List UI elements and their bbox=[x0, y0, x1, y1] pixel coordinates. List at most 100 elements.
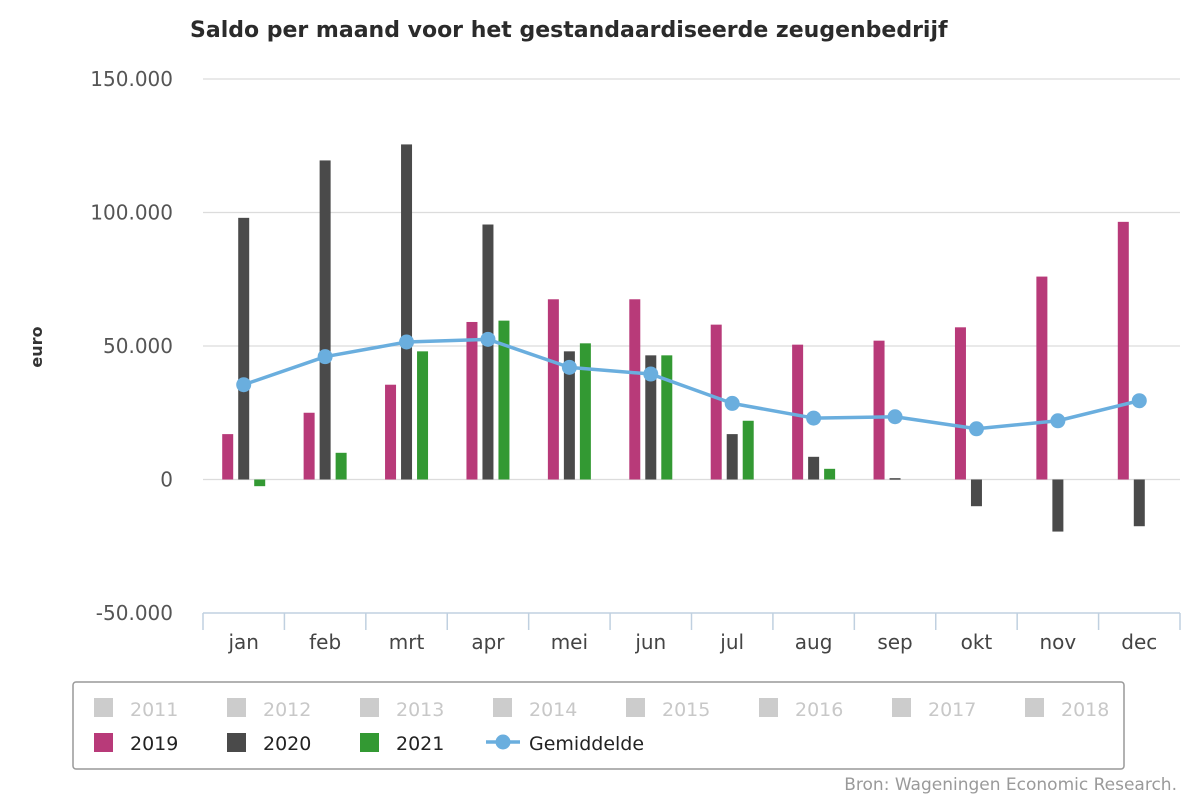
bar-2019-aug bbox=[792, 344, 804, 480]
legend-item-2013[interactable]: 2013 bbox=[360, 698, 444, 721]
bar-2019-mei bbox=[547, 299, 559, 480]
bar-2021-jul bbox=[742, 420, 754, 480]
y-axis-ticks: 150.000 100.000 50.000 0 -50.000 bbox=[90, 67, 173, 625]
legend-swatch bbox=[360, 733, 379, 752]
y-tick-label: 50.000 bbox=[103, 334, 173, 358]
legend-item-2017[interactable]: 2017 bbox=[892, 698, 976, 721]
bar-2019-dec bbox=[1117, 221, 1129, 480]
y-tick-label: 0 bbox=[160, 468, 173, 492]
legend-swatch bbox=[493, 698, 512, 717]
legend-label: 2021 bbox=[396, 733, 444, 755]
bar-2020-okt bbox=[970, 479, 982, 507]
legend-swatch bbox=[892, 698, 911, 717]
bar-2021-mrt bbox=[417, 351, 429, 480]
legend-swatch bbox=[94, 733, 113, 752]
x-tick-label: apr bbox=[471, 630, 505, 654]
legend-swatch bbox=[759, 698, 778, 717]
bar-2019-jul bbox=[710, 324, 722, 480]
grid-lines bbox=[203, 78, 1180, 481]
bar-2019-okt bbox=[954, 327, 966, 480]
legend-swatch bbox=[227, 698, 246, 717]
legend-label: 2017 bbox=[928, 699, 976, 721]
point-Gemiddelde-dec bbox=[1131, 393, 1147, 409]
bar-2020-sep bbox=[889, 478, 901, 480]
point-Gemiddelde-jul bbox=[724, 395, 740, 411]
bar-2019-mrt bbox=[385, 384, 397, 480]
point-Gemiddelde-okt bbox=[968, 421, 984, 437]
bar-2020-jul bbox=[726, 434, 738, 480]
legend-label: 2016 bbox=[795, 699, 843, 721]
x-axis: jan feb mrt apr mei jun jul aug sep okt nov dec bbox=[202, 612, 1181, 654]
bar-2019-jan bbox=[222, 434, 234, 480]
legend-item-2012[interactable]: 2012 bbox=[227, 698, 311, 721]
x-tick-label: dec bbox=[1121, 630, 1157, 654]
legend-label: 2015 bbox=[662, 699, 710, 721]
bar-2019-nov bbox=[1036, 276, 1048, 480]
point-Gemiddelde-feb bbox=[317, 349, 333, 365]
bar-2021-apr bbox=[498, 320, 510, 480]
legend-swatch bbox=[360, 698, 379, 717]
legend-marker bbox=[495, 734, 511, 750]
legend-label: Gemiddelde bbox=[529, 733, 644, 755]
bar-2021-jun bbox=[661, 355, 673, 480]
bar-2019-jun bbox=[629, 299, 641, 480]
legend-label: 2020 bbox=[263, 733, 311, 755]
legend-item-2018[interactable]: 2018 bbox=[1025, 698, 1109, 721]
source-note: Bron: Wageningen Economic Research. bbox=[844, 775, 1177, 795]
legend-swatch bbox=[1025, 698, 1044, 717]
bar-2020-feb bbox=[319, 160, 331, 480]
x-tick-label: jul bbox=[719, 630, 744, 654]
legend-label: 2019 bbox=[130, 733, 178, 755]
point-Gemiddelde-aug bbox=[806, 410, 822, 426]
legend-label: 2013 bbox=[396, 699, 444, 721]
x-tick-label: nov bbox=[1040, 630, 1077, 654]
bar-2020-jan bbox=[238, 217, 250, 480]
line-Gemiddelde bbox=[243, 337, 1140, 431]
point-Gemiddelde-sep bbox=[887, 409, 903, 425]
legend-box bbox=[72, 681, 1125, 770]
x-tick-label: sep bbox=[877, 630, 912, 654]
bar-2021-jan bbox=[254, 479, 266, 487]
bar-2021-mei bbox=[579, 343, 591, 480]
bar-2019-feb bbox=[303, 412, 315, 480]
y-tick-label: 100.000 bbox=[90, 201, 173, 225]
point-Gemiddelde-nov bbox=[1050, 413, 1066, 429]
bar-2021-feb bbox=[335, 452, 347, 480]
point-Gemiddelde-mei bbox=[561, 359, 577, 375]
legend-item-Gemiddelde[interactable]: Gemiddelde bbox=[486, 733, 644, 755]
bar-2020-dec bbox=[1133, 479, 1145, 527]
legend-item-2016[interactable]: 2016 bbox=[759, 698, 843, 721]
x-tick-label: feb bbox=[309, 630, 341, 654]
bar-2019-apr bbox=[466, 321, 478, 480]
x-tick-label: mei bbox=[551, 630, 588, 654]
legend-item-2021[interactable]: 2021 bbox=[360, 733, 444, 755]
bar-2020-aug bbox=[808, 456, 820, 480]
legend-item-2014[interactable]: 2014 bbox=[493, 698, 577, 721]
bar-2019-sep bbox=[873, 340, 885, 480]
x-tick-label: mrt bbox=[389, 630, 425, 654]
legend-item-2019[interactable]: 2019 bbox=[94, 733, 178, 755]
point-Gemiddelde-apr bbox=[480, 331, 496, 347]
x-tick-label: jan bbox=[227, 630, 259, 654]
y-tick-label: -50.000 bbox=[96, 601, 173, 625]
legend-item-2020[interactable]: 2020 bbox=[227, 733, 311, 755]
bar-2020-jun bbox=[645, 355, 657, 480]
legend-label: 2014 bbox=[529, 699, 577, 721]
legend-label: 2011 bbox=[130, 699, 178, 721]
average-line bbox=[236, 331, 1147, 437]
point-Gemiddelde-mrt bbox=[399, 334, 415, 350]
legend-item-2015[interactable]: 2015 bbox=[626, 698, 710, 721]
x-tick-label: aug bbox=[795, 630, 833, 654]
bar-2020-mrt bbox=[401, 144, 413, 480]
x-tick-label: okt bbox=[961, 630, 993, 654]
legend-label: 2018 bbox=[1061, 699, 1109, 721]
bar-2020-nov bbox=[1052, 479, 1064, 532]
point-Gemiddelde-jan bbox=[236, 377, 252, 393]
legend-item-2011[interactable]: 2011 bbox=[94, 698, 178, 721]
legend-swatch bbox=[227, 733, 246, 752]
legend-label: 2012 bbox=[263, 699, 311, 721]
bar-2020-mei bbox=[563, 351, 575, 480]
bar-2020-apr bbox=[482, 224, 494, 480]
legend-swatch bbox=[626, 698, 645, 717]
